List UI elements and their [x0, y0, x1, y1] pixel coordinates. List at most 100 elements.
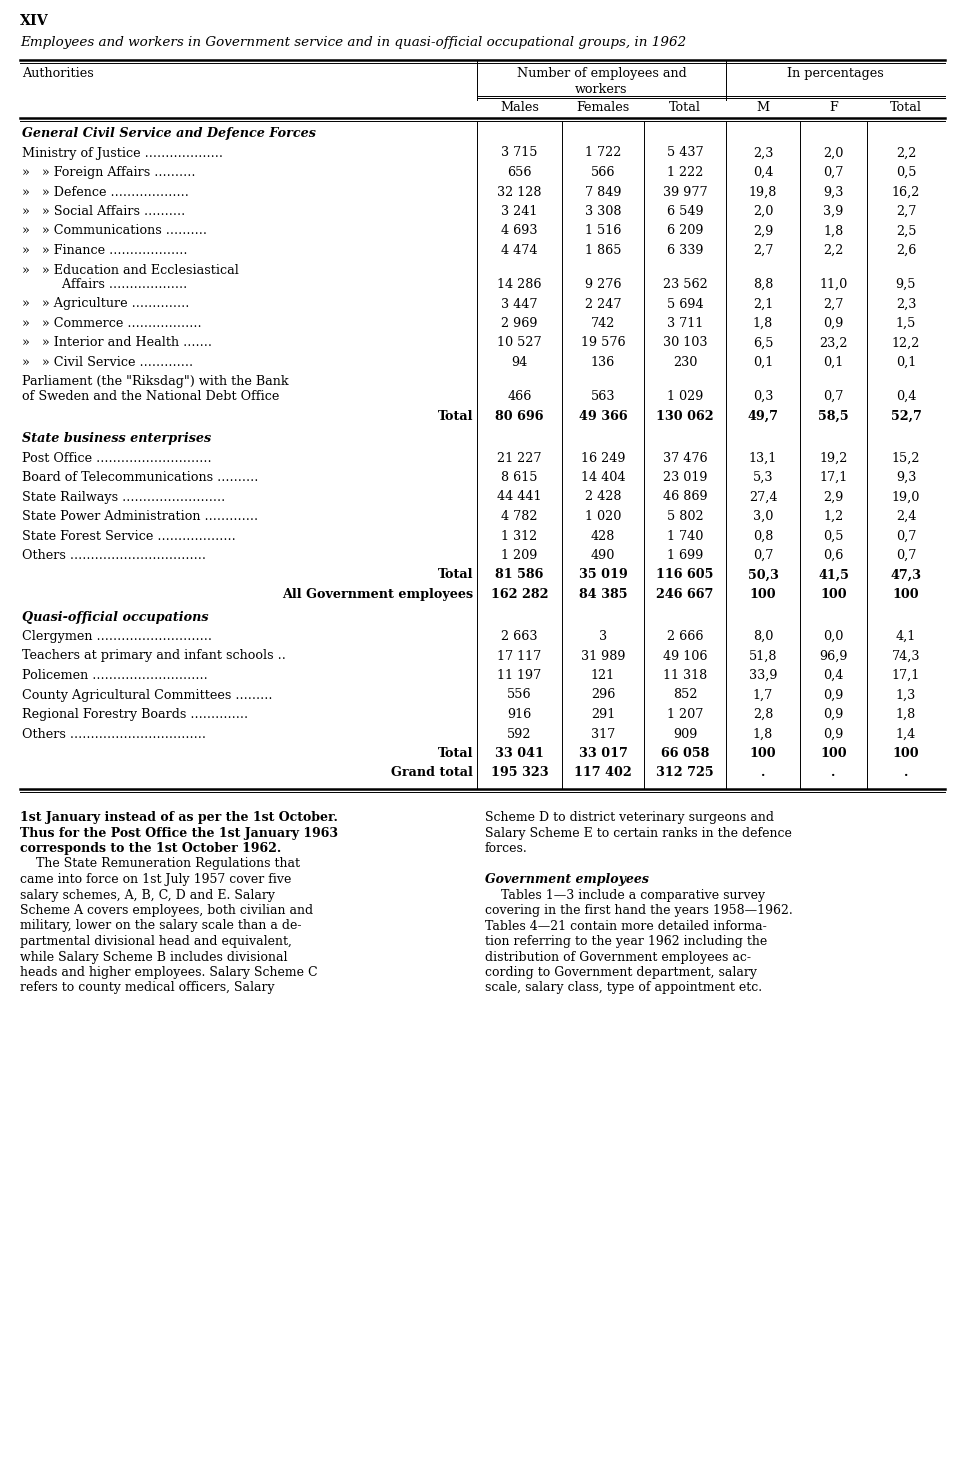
Text: 8,8: 8,8	[753, 278, 773, 291]
Text: 23 562: 23 562	[662, 278, 708, 291]
Text: 9,3: 9,3	[896, 470, 916, 484]
Text: 100: 100	[750, 747, 777, 760]
Text: 13,1: 13,1	[749, 451, 778, 464]
Text: 11 318: 11 318	[662, 669, 708, 682]
Text: 32 128: 32 128	[497, 185, 541, 198]
Text: 466: 466	[507, 390, 532, 402]
Text: »   » Agriculture ..............: » » Agriculture ..............	[22, 297, 189, 311]
Text: 312 725: 312 725	[657, 766, 714, 779]
Text: Parliament (the "Riksdag") with the Bank: Parliament (the "Riksdag") with the Bank	[22, 376, 289, 389]
Text: partmental divisional head and equivalent,: partmental divisional head and equivalen…	[20, 935, 292, 948]
Text: 291: 291	[590, 708, 615, 720]
Text: 2,6: 2,6	[896, 244, 916, 257]
Text: 44 441: 44 441	[497, 491, 541, 503]
Text: 17,1: 17,1	[892, 669, 920, 682]
Text: .: .	[761, 766, 765, 779]
Text: 566: 566	[590, 166, 615, 179]
Text: 9 276: 9 276	[585, 278, 621, 291]
Text: 100: 100	[820, 589, 847, 600]
Text: Thus for the Post Office the 1st January 1963: Thus for the Post Office the 1st January…	[20, 827, 338, 840]
Text: Regional Forestry Boards ..............: Regional Forestry Boards ..............	[22, 708, 248, 720]
Text: 162 282: 162 282	[491, 589, 548, 600]
Text: 35 019: 35 019	[579, 568, 628, 581]
Text: 2,1: 2,1	[753, 297, 773, 311]
Text: 0,1: 0,1	[824, 356, 844, 368]
Text: 0,9: 0,9	[824, 728, 844, 741]
Text: 94: 94	[512, 356, 528, 368]
Text: military, lower on the salary scale than a de-: military, lower on the salary scale than…	[20, 920, 301, 932]
Text: 2 969: 2 969	[501, 317, 538, 330]
Text: »   » Finance ...................: » » Finance ...................	[22, 244, 187, 257]
Text: 2,3: 2,3	[753, 146, 773, 160]
Text: 41,5: 41,5	[818, 568, 849, 581]
Text: 33,9: 33,9	[749, 669, 778, 682]
Text: 490: 490	[590, 549, 615, 562]
Text: while Salary Scheme B includes divisional: while Salary Scheme B includes divisiona…	[20, 951, 287, 963]
Text: Females: Females	[576, 101, 630, 114]
Text: .: .	[831, 766, 836, 779]
Text: Grand total: Grand total	[391, 766, 473, 779]
Text: State Forest Service ...................: State Forest Service ...................	[22, 529, 236, 543]
Text: 9,3: 9,3	[824, 185, 844, 198]
Text: Others .................................: Others .................................	[22, 549, 206, 562]
Text: cording to Government department, salary: cording to Government department, salary	[485, 966, 757, 979]
Text: 0,8: 0,8	[753, 529, 773, 543]
Text: 100: 100	[750, 589, 777, 600]
Text: 6 209: 6 209	[667, 225, 704, 238]
Text: 1 312: 1 312	[501, 529, 538, 543]
Text: Total: Total	[438, 410, 473, 423]
Text: 12,2: 12,2	[892, 337, 921, 349]
Text: 656: 656	[507, 166, 532, 179]
Text: 0,4: 0,4	[896, 390, 916, 402]
Text: 1 222: 1 222	[667, 166, 703, 179]
Text: 3 711: 3 711	[667, 317, 703, 330]
Text: 96,9: 96,9	[819, 649, 848, 663]
Text: 19,8: 19,8	[749, 185, 778, 198]
Text: 11 197: 11 197	[497, 669, 541, 682]
Text: 2,8: 2,8	[753, 708, 773, 720]
Text: The State Remuneration Regulations that: The State Remuneration Regulations that	[20, 858, 300, 871]
Text: Males: Males	[500, 101, 539, 114]
Text: 1,7: 1,7	[753, 689, 773, 701]
Text: Board of Telecommunications ..........: Board of Telecommunications ..........	[22, 470, 258, 484]
Text: 6,5: 6,5	[753, 337, 773, 349]
Text: Tables 4—21 contain more detailed informa-: Tables 4—21 contain more detailed inform…	[485, 920, 767, 932]
Text: 1,4: 1,4	[896, 728, 916, 741]
Text: F: F	[829, 101, 838, 114]
Text: 4 474: 4 474	[501, 244, 538, 257]
Text: Quasi-official occupations: Quasi-official occupations	[22, 611, 208, 624]
Text: 0,6: 0,6	[824, 549, 844, 562]
Text: Total: Total	[669, 101, 701, 114]
Text: 50,3: 50,3	[748, 568, 779, 581]
Text: 742: 742	[590, 317, 615, 330]
Text: XIV: XIV	[20, 13, 49, 28]
Text: State Railways .........................: State Railways .........................	[22, 491, 226, 503]
Text: 3: 3	[599, 630, 607, 643]
Text: 2,0: 2,0	[824, 146, 844, 160]
Text: 10 527: 10 527	[497, 337, 541, 349]
Text: State business enterprises: State business enterprises	[22, 432, 211, 445]
Text: 2 666: 2 666	[667, 630, 704, 643]
Text: »   » Interior and Health .......: » » Interior and Health .......	[22, 337, 212, 349]
Text: 2 428: 2 428	[585, 491, 621, 503]
Text: 1,2: 1,2	[824, 510, 844, 524]
Text: Teachers at primary and infant schools ..: Teachers at primary and infant schools .…	[22, 649, 286, 663]
Text: 23 019: 23 019	[662, 470, 708, 484]
Text: 556: 556	[507, 689, 532, 701]
Text: State Power Administration .............: State Power Administration .............	[22, 510, 258, 524]
Text: 3 308: 3 308	[585, 206, 621, 217]
Text: 2,7: 2,7	[753, 244, 773, 257]
Text: 2 663: 2 663	[501, 630, 538, 643]
Text: 46 869: 46 869	[662, 491, 708, 503]
Text: 1 209: 1 209	[501, 549, 538, 562]
Text: 130 062: 130 062	[657, 410, 714, 423]
Text: »   » Foreign Affairs ..........: » » Foreign Affairs ..........	[22, 166, 196, 179]
Text: 49,7: 49,7	[748, 410, 779, 423]
Text: Affairs ...................: Affairs ...................	[22, 278, 187, 291]
Text: 7 849: 7 849	[585, 185, 621, 198]
Text: tion referring to the year 1962 including the: tion referring to the year 1962 includin…	[485, 935, 767, 948]
Text: 6 549: 6 549	[666, 206, 704, 217]
Text: 2,9: 2,9	[824, 491, 844, 503]
Text: M: M	[756, 101, 770, 114]
Text: Total: Total	[890, 101, 922, 114]
